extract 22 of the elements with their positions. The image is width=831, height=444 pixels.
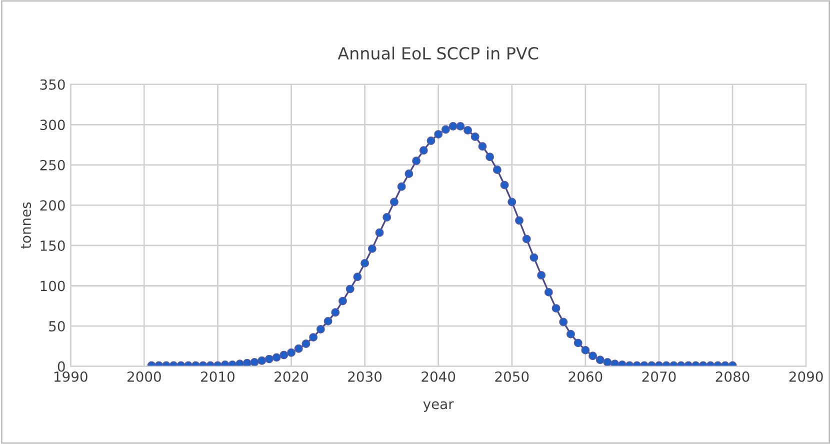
y-tick-label: 350 bbox=[40, 79, 65, 90]
y-tick-label: 250 bbox=[40, 160, 65, 170]
y-tick-label: 50 bbox=[49, 320, 65, 332]
x-tick-label: 2060 bbox=[568, 371, 602, 382]
x-tick-label: 2070 bbox=[642, 371, 676, 382]
x-tick-label: 2020 bbox=[274, 371, 308, 382]
y-tick-label: 200 bbox=[40, 200, 65, 211]
x-tick-label: 2030 bbox=[348, 371, 382, 382]
x-tick-label: 2050 bbox=[495, 371, 529, 382]
y-tick-label: 300 bbox=[40, 120, 65, 130]
y-tick-label: 0 bbox=[58, 361, 65, 372]
y-tick-label: 150 bbox=[40, 240, 65, 251]
x-tick-label: 2090 bbox=[789, 371, 823, 382]
x-tick-label: 2000 bbox=[128, 371, 161, 382]
y-axis-title: tonnes bbox=[21, 202, 32, 249]
x-tick-label: 2080 bbox=[716, 371, 750, 382]
x-tick-label: 2040 bbox=[422, 371, 456, 382]
x-tick-label: 1990 bbox=[54, 371, 88, 382]
y-tick-label: 100 bbox=[40, 280, 65, 292]
chart-title: Annual EoL SCCP in PVC bbox=[338, 46, 538, 60]
x-axis-title: year bbox=[423, 401, 454, 412]
x-tick-label: 2010 bbox=[201, 371, 234, 382]
